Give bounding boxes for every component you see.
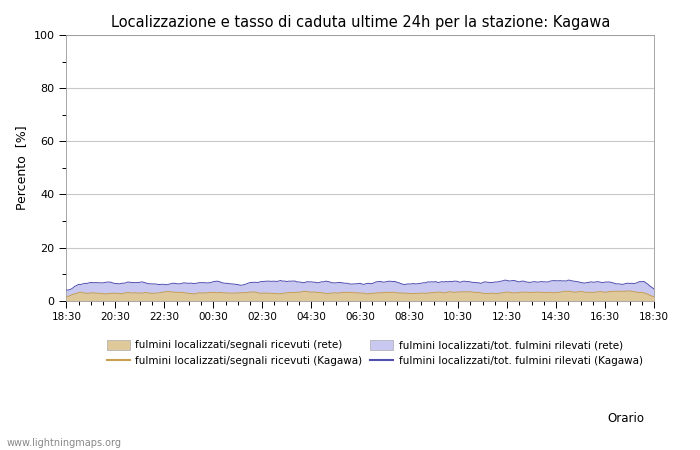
Text: www.lightningmaps.org: www.lightningmaps.org xyxy=(7,438,122,448)
Y-axis label: Percento  [%]: Percento [%] xyxy=(15,126,28,210)
Text: Orario: Orario xyxy=(607,412,644,425)
Title: Localizzazione e tasso di caduta ultime 24h per la stazione: Kagawa: Localizzazione e tasso di caduta ultime … xyxy=(111,15,610,30)
Legend: fulmini localizzati/segnali ricevuti (rete), fulmini localizzati/segnali ricevut: fulmini localizzati/segnali ricevuti (re… xyxy=(107,340,643,366)
